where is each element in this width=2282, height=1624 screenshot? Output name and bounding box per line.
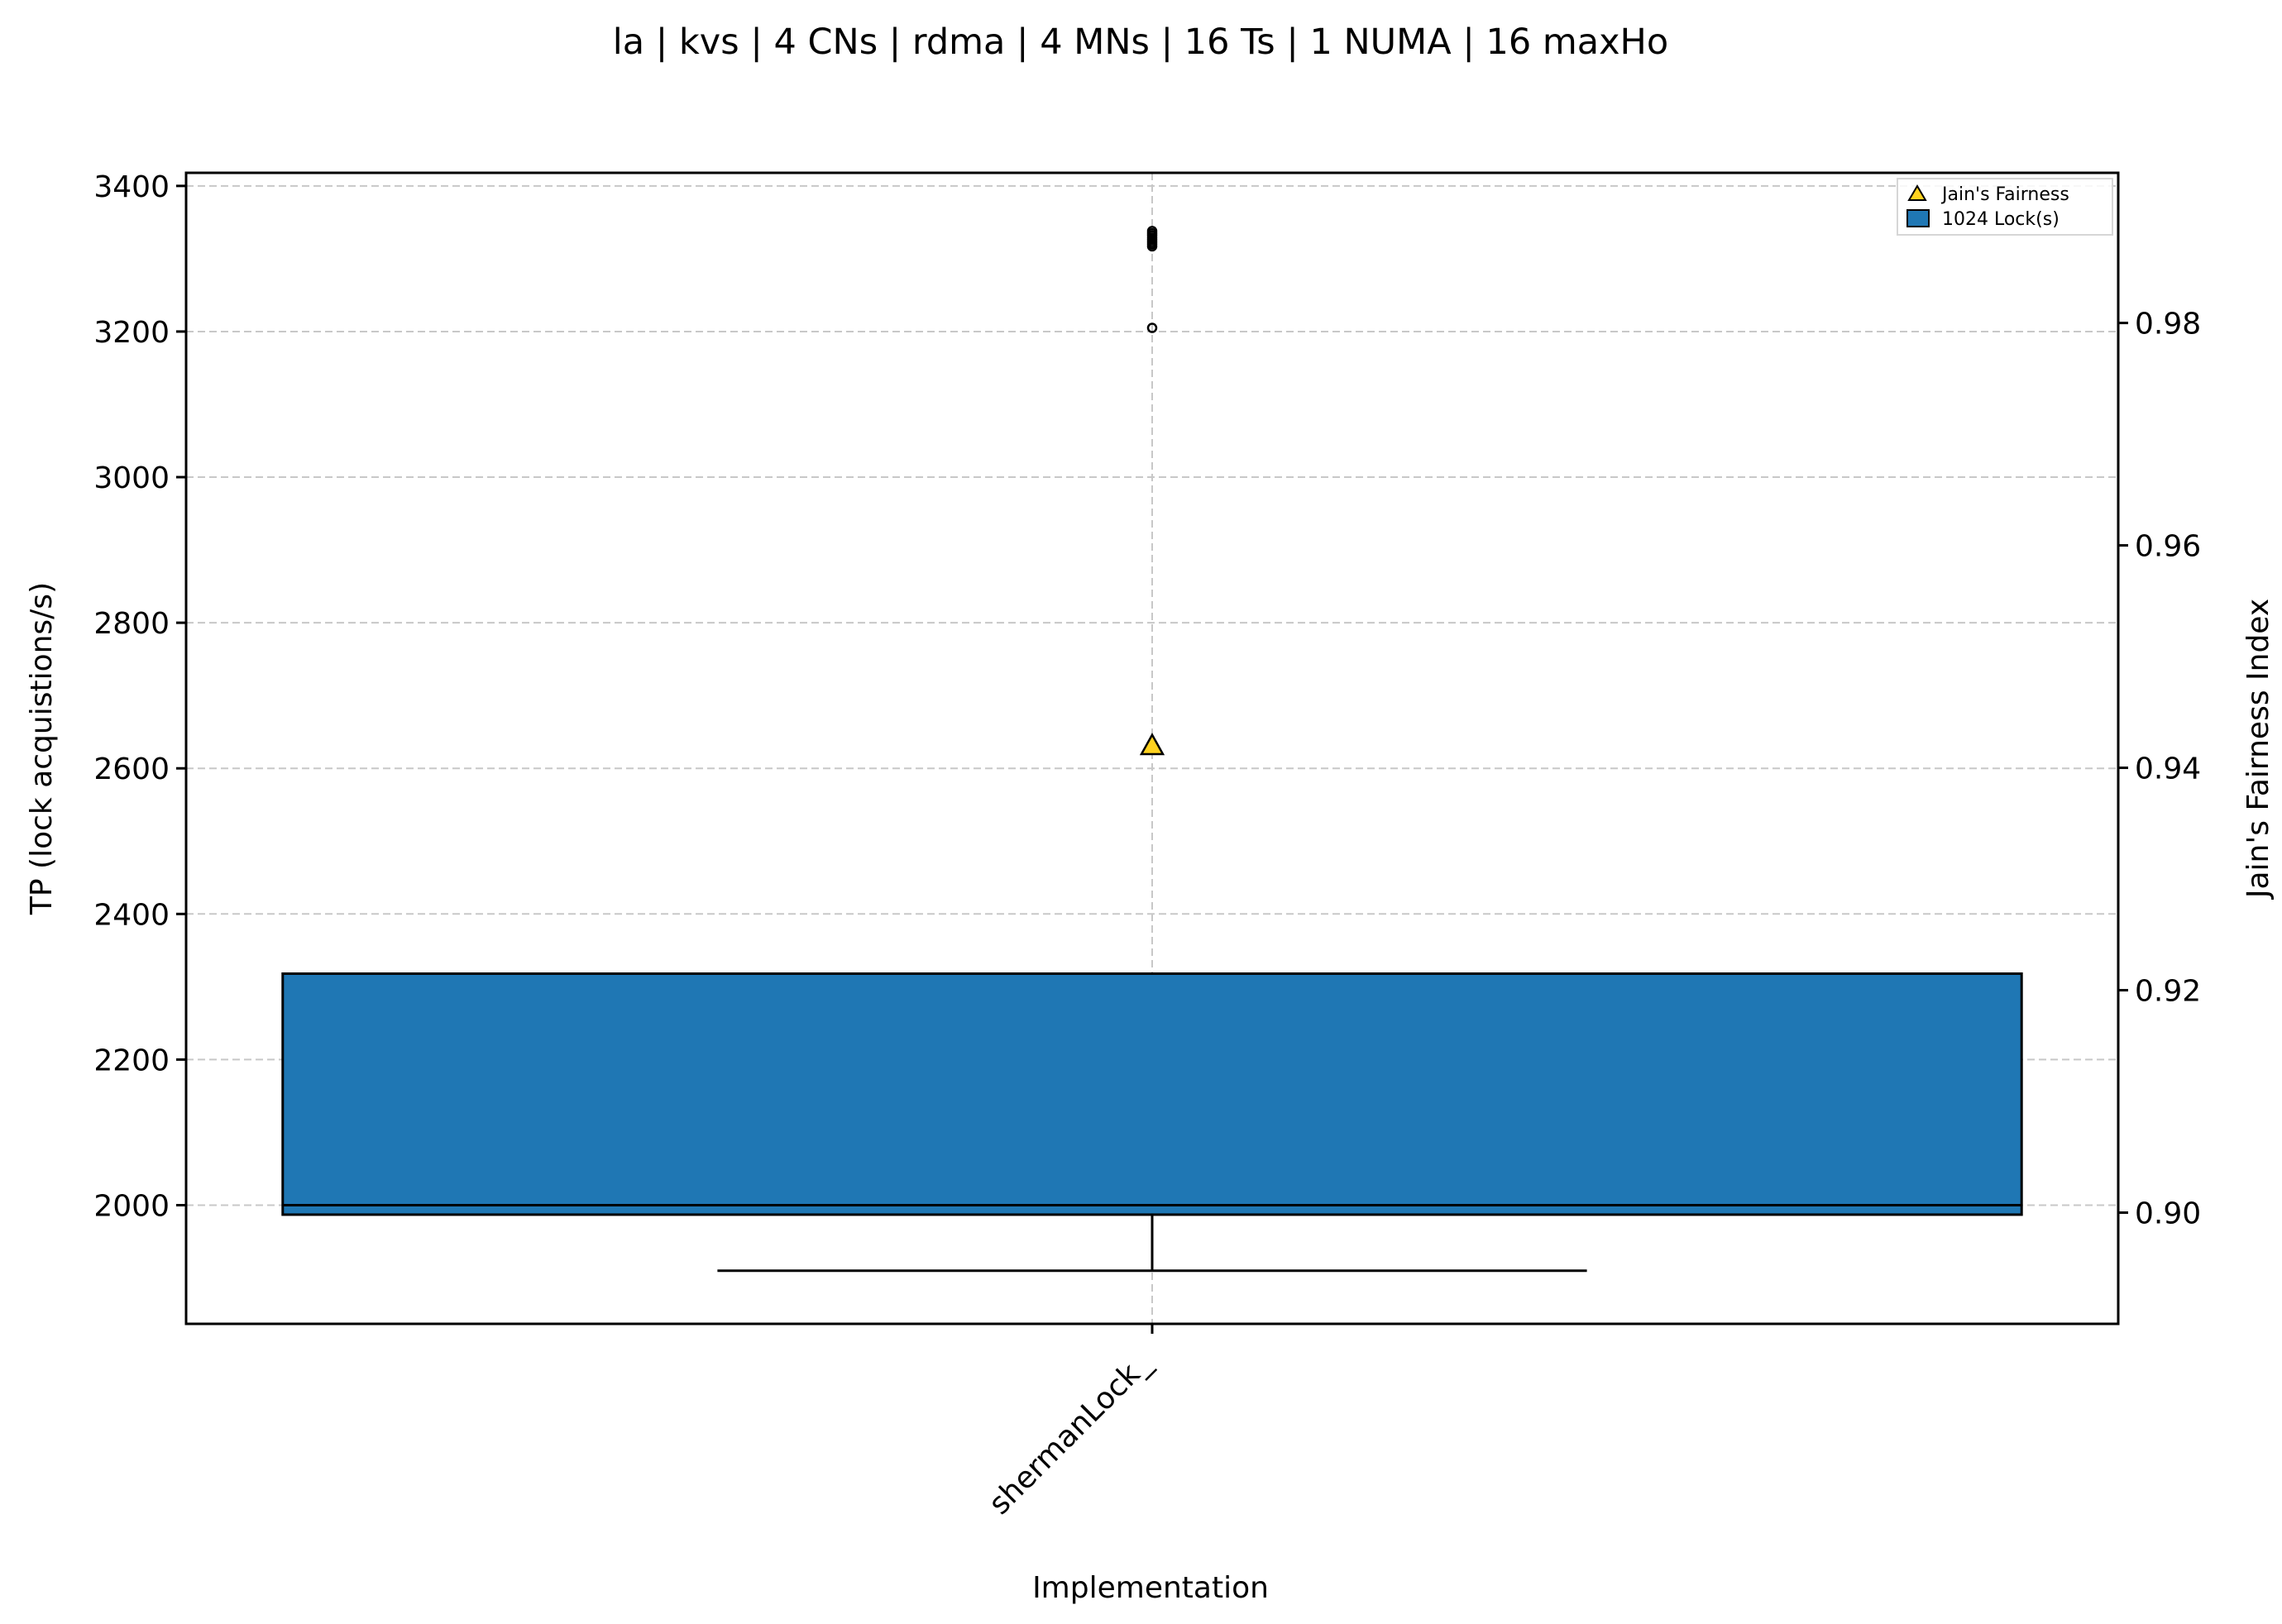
legend: Jain's Fairness 1024 Lock(s) [1897,178,2113,236]
box-body [281,972,2023,1216]
legend-marker-fairness [1907,184,1927,201]
legend-label-fairness: Jain's Fairness [1940,184,2069,205]
y-tick-label-right: 0.98 [2135,308,2201,342]
axis-layer: 2000 2200 2400 2600 2800 3000 3200 3400 0.90 0.92… [93,170,2201,1521]
y-tick-label-right: 0.92 [2135,975,2201,1009]
box-outlier [1146,322,1158,333]
y-tick-label-left: 2200 [93,1044,170,1077]
y-tick-label-right: 0.94 [2135,752,2201,786]
legend-frame [1897,178,2113,236]
legend-marker-locks [1906,209,1930,227]
y-tick-label-left: 3000 [93,461,170,495]
data-layer [281,226,2023,1273]
y-tick-label-right: 0.96 [2135,530,2201,564]
y-tick-label-left: 2800 [93,607,170,641]
y-tick-label-left: 2400 [93,898,170,932]
y-axis-title-right: Jain's Fairness Index [2241,599,2275,900]
x-tick-label: shermanLock_ [983,1346,1158,1521]
y-tick-label-left: 2000 [93,1189,170,1223]
y-axis-title-left: TP (lock acquistions/s) [25,582,59,915]
y-tick-label-right: 0.90 [2135,1197,2201,1231]
y-tick-label-left: 3200 [93,316,170,350]
x-axis-title: Implementation [1032,1571,1269,1605]
y-tick-label-left: 3400 [93,170,170,204]
y-tick-label-left: 2600 [93,752,170,786]
fairness-marker [1139,733,1165,756]
legend-label-locks: 1024 Lock(s) [1942,209,2060,230]
chart-title: la | kvs | 4 CNs | rdma | 4 MNs | 16 Ts … [613,21,1668,63]
box-outlier [1146,226,1158,236]
